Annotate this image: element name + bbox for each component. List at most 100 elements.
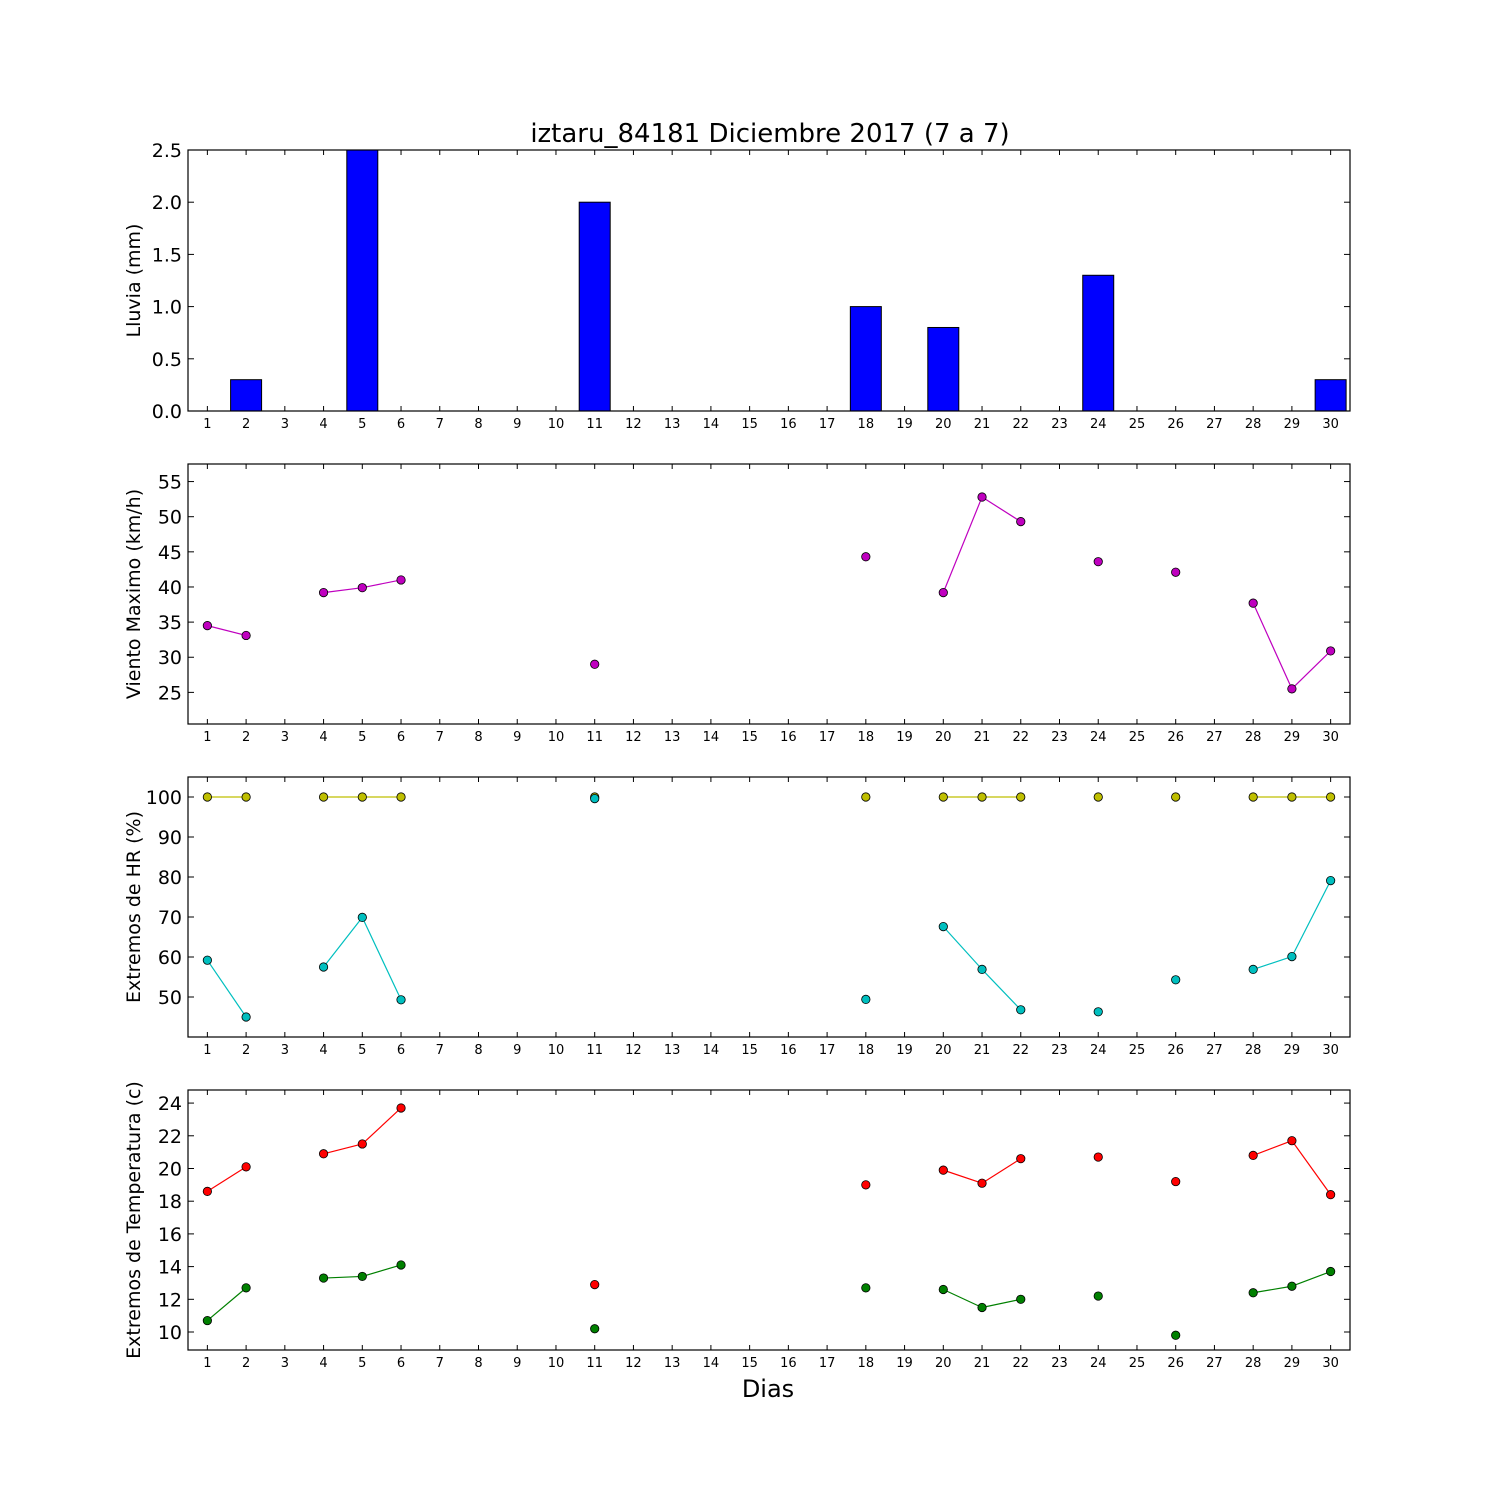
x-tick-label: 23 xyxy=(1051,1043,1068,1058)
x-tick-label: 15 xyxy=(741,1043,758,1058)
series-1-point xyxy=(396,575,406,585)
x-tick-label: 22 xyxy=(1012,1356,1029,1371)
marks xyxy=(202,492,1336,694)
x-tick-label: 5 xyxy=(358,417,366,432)
marks xyxy=(202,1103,1336,1340)
x-tick-label: 27 xyxy=(1206,1043,1223,1058)
series-2-point xyxy=(977,964,987,975)
x-tick-label: 2 xyxy=(242,1356,250,1371)
x-tick-label: 1 xyxy=(203,1356,211,1371)
series-1-segment xyxy=(943,1169,983,1184)
x-tick-label: 30 xyxy=(1322,1356,1339,1371)
x-tick-label: 8 xyxy=(474,1356,482,1371)
series-2-point xyxy=(590,793,600,804)
y-tick-label: 16 xyxy=(158,1224,182,1246)
x-tick-label: 14 xyxy=(703,1356,720,1371)
series-1-segment xyxy=(1252,1140,1293,1156)
x-tick-label: 24 xyxy=(1090,417,1107,432)
x-tick-label: 10 xyxy=(548,1356,565,1371)
y-tick-label: 35 xyxy=(158,612,182,634)
series-2-segment xyxy=(942,926,983,970)
x-tick-label: 30 xyxy=(1322,730,1339,745)
x-tick-label: 26 xyxy=(1167,1356,1184,1371)
series-1-point xyxy=(202,792,212,802)
y-tick-label: 12 xyxy=(158,1289,182,1311)
x-tick-label: 20 xyxy=(935,1356,952,1371)
x-tick-label: 24 xyxy=(1090,730,1107,745)
series-1-point xyxy=(318,587,329,598)
series-2-segment xyxy=(206,959,247,1018)
series-2-segment xyxy=(1291,1270,1331,1287)
series-1-point xyxy=(1248,792,1258,802)
axes-frame xyxy=(187,463,1351,725)
series-2-point xyxy=(318,962,329,972)
x-tick-label: 22 xyxy=(1012,417,1029,432)
x-tick-label: 15 xyxy=(741,417,758,432)
x-tick-label: 28 xyxy=(1245,730,1262,745)
x-tick-label: 6 xyxy=(397,730,405,745)
series-1-point xyxy=(1093,1152,1103,1162)
series-1-point xyxy=(241,1162,251,1172)
x-axis-label: Dias xyxy=(742,1375,794,1403)
bar xyxy=(849,306,882,411)
series-1-segment xyxy=(1291,650,1332,690)
series-2-point xyxy=(1016,1005,1026,1015)
series-1-point xyxy=(977,492,987,502)
x-tick-label: 18 xyxy=(858,1043,875,1058)
y-tick-label: 1.5 xyxy=(152,244,182,266)
y-tick-label: 22 xyxy=(158,1126,182,1148)
x-tick-label: 11 xyxy=(586,730,603,745)
x-tick-label: 13 xyxy=(664,417,681,432)
x-tick-label: 15 xyxy=(741,1356,758,1371)
x-tick-label: 13 xyxy=(664,730,681,745)
series-2-point xyxy=(1326,875,1336,886)
bar xyxy=(1082,274,1115,411)
x-tick-label: 14 xyxy=(703,1043,720,1058)
x-tick-label: 1 xyxy=(203,730,211,745)
series-2-segment xyxy=(981,1298,1021,1309)
x-tick-label: 7 xyxy=(436,417,444,432)
x-tick-label: 23 xyxy=(1051,730,1068,745)
bar xyxy=(346,149,379,411)
x-tick-label: 3 xyxy=(281,1356,289,1371)
x-tick-label: 23 xyxy=(1051,1356,1068,1371)
x-tick-label: 5 xyxy=(358,1356,366,1371)
series-1-point xyxy=(1326,792,1336,802)
x-tick-label: 24 xyxy=(1090,1356,1107,1371)
y-tick-label: 70 xyxy=(158,907,182,929)
x-tick-label: 20 xyxy=(935,1043,952,1058)
y-tick-label: 50 xyxy=(158,987,182,1009)
series-2-point xyxy=(1171,975,1181,985)
y-tick-label: 45 xyxy=(158,542,182,564)
series-1-point xyxy=(241,792,251,802)
series-1-point xyxy=(396,792,406,802)
y-axis-label: Extremos de HR (%) xyxy=(123,811,145,1003)
series-2-point xyxy=(1016,1294,1026,1304)
series-1-segment xyxy=(1291,1140,1332,1196)
series-1-segment xyxy=(942,496,983,593)
y-tick-label: 0.5 xyxy=(152,349,182,371)
series-2-point xyxy=(1093,1291,1103,1301)
series-1-segment xyxy=(361,1107,402,1145)
x-tick-label: 28 xyxy=(1245,417,1262,432)
series-2-point xyxy=(241,1283,251,1293)
series-1-point xyxy=(1287,1136,1297,1146)
x-tick-label: 5 xyxy=(358,1043,366,1058)
x-tick-label: 29 xyxy=(1284,1356,1301,1371)
series-2-segment xyxy=(1253,1285,1292,1294)
bar xyxy=(578,201,611,411)
y-tick-label: 50 xyxy=(158,507,182,529)
series-2-segment xyxy=(1291,880,1332,957)
x-tick-label: 25 xyxy=(1129,417,1146,432)
x-tick-label: 20 xyxy=(935,417,952,432)
x-tick-label: 26 xyxy=(1167,417,1184,432)
x-tick-label: 29 xyxy=(1284,1043,1301,1058)
x-tick-label: 10 xyxy=(548,1043,565,1058)
x-tick-label: 19 xyxy=(896,417,913,432)
x-tick-label: 12 xyxy=(625,730,642,745)
series-1-segment xyxy=(323,1143,363,1155)
y-tick-label: 14 xyxy=(158,1257,182,1279)
y-tick-label: 40 xyxy=(158,577,182,599)
series-1-point xyxy=(357,583,367,593)
